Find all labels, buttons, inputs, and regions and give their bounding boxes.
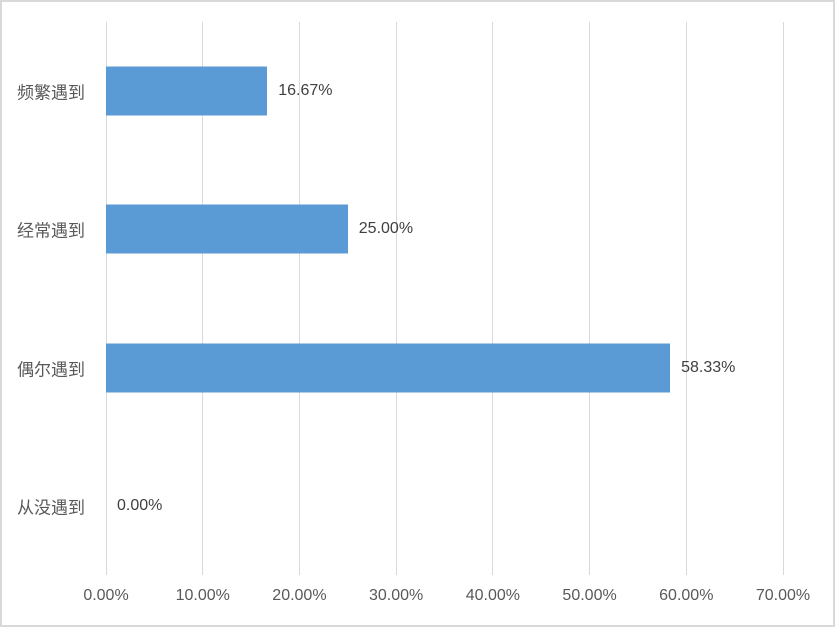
x-tick-label: 20.00% [272,587,327,604]
gridline [685,22,687,575]
x-tick-label: 60.00% [659,587,714,604]
gridline [298,22,300,575]
x-tick-label: 40.00% [465,587,520,604]
gridline [105,22,107,575]
gridline [782,22,784,575]
x-axis: 0.00% 10.00% 20.00% 30.00% 40.00% 50.00% 60.00… [83,587,810,611]
x-tick-label: 30.00% [369,587,424,604]
bar-data-label: 16.67% [278,82,333,100]
category-label: 从没遇到 [17,498,85,518]
x-tick-label: 0.00% [83,587,129,604]
category-label: 经常遇到 [17,221,85,241]
gridline [589,22,591,575]
x-tick-label: 70.00% [755,587,811,604]
x-tick-label: 50.00% [562,587,617,604]
category-label: 频繁遇到 [17,83,85,103]
bar [106,343,671,393]
bar [106,66,268,116]
bar-row: 频繁遇到 16.67% [17,22,783,160]
category-label: 偶尔遇到 [17,360,85,380]
bar-row: 偶尔遇到 58.33% [17,299,783,437]
gridline [202,22,204,575]
gridline [492,22,494,575]
plot-area: 频繁遇到 16.67% 经常遇到 25.00% 偶尔遇到 58.33% 从没遇到 0.00% [17,22,784,575]
bar-row: 经常遇到 25.00% [17,160,783,298]
bar-data-label: 58.33% [681,358,736,376]
bar-row: 从没遇到 0.00% [17,437,783,575]
bar [106,204,348,254]
x-tick-label: 10.00% [175,587,230,604]
gridline [395,22,397,575]
bar-data-label: 25.00% [358,220,414,238]
bar-data-label: 0.00% [117,496,163,514]
